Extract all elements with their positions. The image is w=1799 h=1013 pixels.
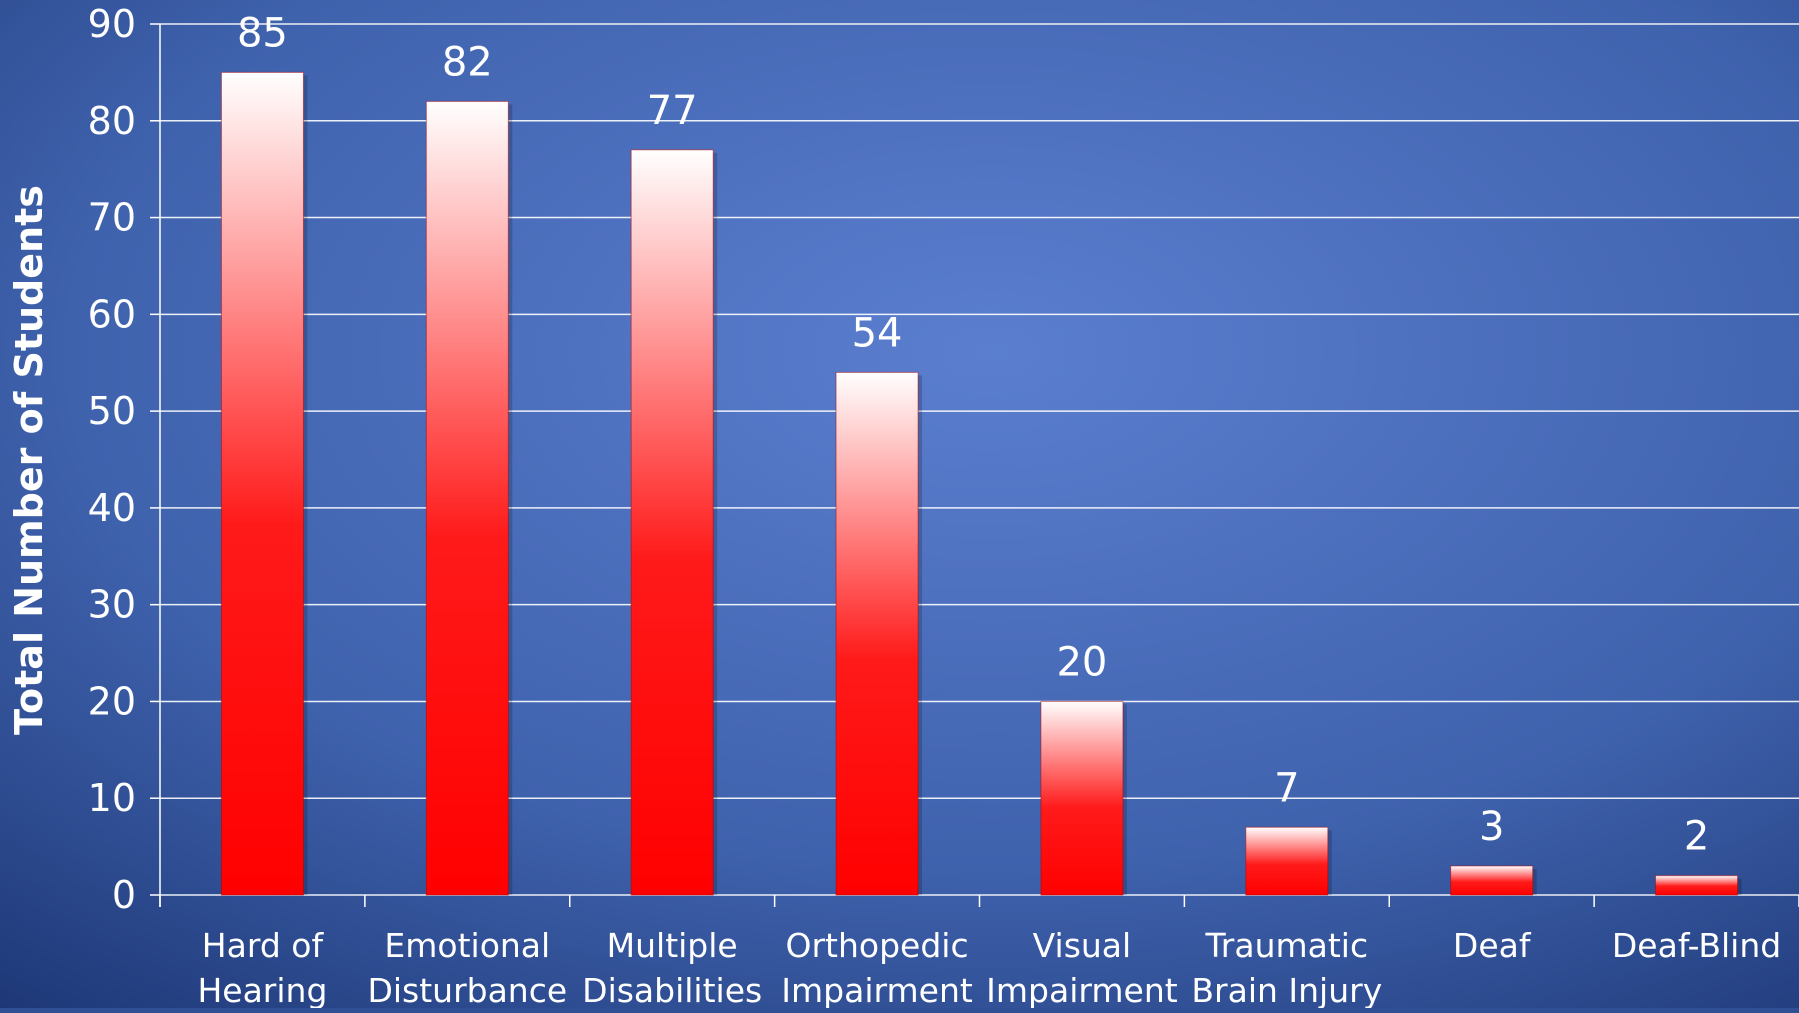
bar bbox=[1656, 876, 1738, 895]
data-label: 82 bbox=[442, 39, 493, 85]
y-tick-label: 0 bbox=[112, 873, 136, 917]
data-label: 85 bbox=[237, 10, 288, 56]
bar bbox=[1041, 701, 1123, 895]
data-label: 20 bbox=[1056, 639, 1107, 685]
y-tick-label: 60 bbox=[88, 292, 136, 336]
data-label: 77 bbox=[647, 88, 698, 134]
x-tick-label: Deaf-Blind bbox=[1612, 926, 1781, 965]
y-tick-label: 30 bbox=[88, 583, 136, 627]
data-label: 7 bbox=[1274, 765, 1299, 811]
data-label: 3 bbox=[1479, 804, 1504, 850]
y-tick-label: 40 bbox=[88, 486, 136, 530]
y-tick-label: 70 bbox=[88, 196, 136, 240]
y-tick-label: 10 bbox=[88, 776, 136, 820]
data-label: 2 bbox=[1684, 814, 1709, 860]
bar bbox=[631, 150, 713, 895]
bar bbox=[1451, 866, 1533, 895]
x-tick-label: Deaf bbox=[1453, 926, 1532, 965]
y-axis-title: Total Number of Students bbox=[7, 185, 51, 735]
bar bbox=[221, 72, 303, 895]
bar bbox=[836, 372, 918, 895]
y-tick-label: 90 bbox=[88, 2, 136, 46]
y-tick-label: 20 bbox=[88, 679, 136, 723]
y-tick-label: 50 bbox=[88, 389, 136, 433]
y-tick-label: 80 bbox=[88, 99, 136, 143]
bar bbox=[426, 101, 508, 895]
bar bbox=[1246, 827, 1328, 895]
data-label: 54 bbox=[852, 310, 903, 356]
